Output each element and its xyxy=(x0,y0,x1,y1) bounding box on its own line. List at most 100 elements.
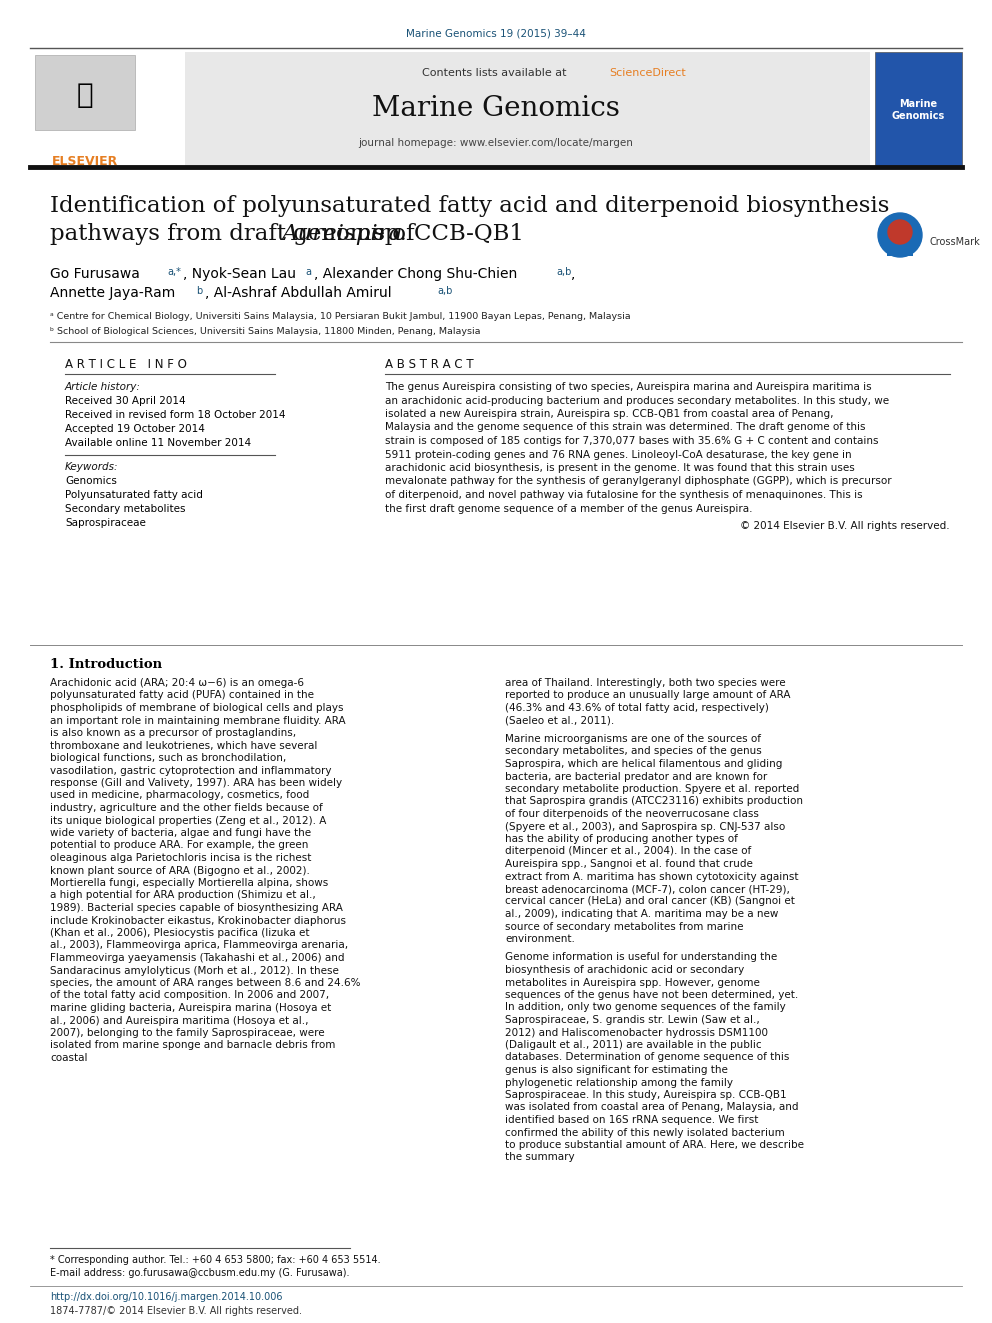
Bar xyxy=(887,247,913,255)
Text: Contents lists available at: Contents lists available at xyxy=(422,67,570,78)
Text: known plant source of ARA (Bigogno et al., 2002).: known plant source of ARA (Bigogno et al… xyxy=(50,865,310,876)
Text: Marine microorganisms are one of the sources of: Marine microorganisms are one of the sou… xyxy=(505,734,761,744)
Bar xyxy=(35,56,135,130)
Text: vasodilation, gastric cytoprotection and inflammatory: vasodilation, gastric cytoprotection and… xyxy=(50,766,331,775)
Circle shape xyxy=(888,220,912,243)
Text: a,*: a,* xyxy=(167,267,181,277)
Text: an arachidonic acid-producing bacterium and produces secondary metabolites. In t: an arachidonic acid-producing bacterium … xyxy=(385,396,889,406)
Text: area of Thailand. Interestingly, both two species were: area of Thailand. Interestingly, both tw… xyxy=(505,677,786,688)
Text: marine gliding bacteria, Aureispira marina (Hosoya et: marine gliding bacteria, Aureispira mari… xyxy=(50,1003,331,1013)
Text: cervical cancer (HeLa) and oral cancer (KB) (Sangnoi et: cervical cancer (HeLa) and oral cancer (… xyxy=(505,897,795,906)
Text: potential to produce ARA. For example, the green: potential to produce ARA. For example, t… xyxy=(50,840,309,851)
Text: coastal: coastal xyxy=(50,1053,87,1062)
Text: the first draft genome sequence of a member of the genus Aureispira.: the first draft genome sequence of a mem… xyxy=(385,504,753,513)
Text: phospholipids of membrane of biological cells and plays: phospholipids of membrane of biological … xyxy=(50,703,343,713)
Text: A R T I C L E   I N F O: A R T I C L E I N F O xyxy=(65,359,186,370)
Text: polyunsaturated fatty acid (PUFA) contained in the: polyunsaturated fatty acid (PUFA) contai… xyxy=(50,691,314,700)
Text: A B S T R A C T: A B S T R A C T xyxy=(385,359,473,370)
Text: Arachidonic acid (ARA; 20:4 ω−6) is an omega-6: Arachidonic acid (ARA; 20:4 ω−6) is an o… xyxy=(50,677,304,688)
Text: Aureispira spp., Sangnoi et al. found that crude: Aureispira spp., Sangnoi et al. found th… xyxy=(505,859,753,869)
Text: (Khan et al., 2006), Plesiocystis pacifica (Iizuka et: (Khan et al., 2006), Plesiocystis pacifi… xyxy=(50,927,310,938)
Text: Article history:: Article history: xyxy=(65,382,141,392)
Text: Marine
Genomics: Marine Genomics xyxy=(892,99,944,120)
Text: Marine Genomics: Marine Genomics xyxy=(372,95,620,122)
Text: is also known as a precursor of prostaglandins,: is also known as a precursor of prostagl… xyxy=(50,728,297,738)
Text: isolated from marine sponge and barnacle debris from: isolated from marine sponge and barnacle… xyxy=(50,1040,335,1050)
Text: CrossMark: CrossMark xyxy=(930,237,981,247)
Text: ELSEVIER: ELSEVIER xyxy=(52,155,118,168)
Text: Polyunsaturated fatty acid: Polyunsaturated fatty acid xyxy=(65,490,203,500)
Text: oleaginous alga Parietochloris incisa is the richest: oleaginous alga Parietochloris incisa is… xyxy=(50,853,311,863)
Text: In addition, only two genome sequences of the family: In addition, only two genome sequences o… xyxy=(505,1003,786,1012)
Text: wide variety of bacteria, algae and fungi have the: wide variety of bacteria, algae and fung… xyxy=(50,828,311,837)
Text: isolated a new Aureispira strain, Aureispira sp. CCB-QB1 from coastal area of Pe: isolated a new Aureispira strain, Aureis… xyxy=(385,409,833,419)
Text: al., 2006) and Aureispira maritima (Hosoya et al.,: al., 2006) and Aureispira maritima (Hoso… xyxy=(50,1016,309,1025)
Text: Sandaracinus amylolyticus (Morh et al., 2012). In these: Sandaracinus amylolyticus (Morh et al., … xyxy=(50,966,339,975)
Text: 🌳: 🌳 xyxy=(76,81,93,108)
Text: , Alexander Chong Shu-Chien: , Alexander Chong Shu-Chien xyxy=(314,267,517,280)
Text: secondary metabolites, and species of the genus: secondary metabolites, and species of th… xyxy=(505,746,762,757)
Text: an important role in maintaining membrane fluidity. ARA: an important role in maintaining membran… xyxy=(50,716,345,725)
Bar xyxy=(30,52,185,167)
Text: Saprospiraceae. In this study, Aureispira sp. CCB-QB1: Saprospiraceae. In this study, Aureispir… xyxy=(505,1090,787,1099)
Text: industry, agriculture and the other fields because of: industry, agriculture and the other fiel… xyxy=(50,803,322,814)
Text: (46.3% and 43.6% of total fatty acid, respectively): (46.3% and 43.6% of total fatty acid, re… xyxy=(505,703,769,713)
Text: http://dx.doi.org/10.1016/j.margen.2014.10.006: http://dx.doi.org/10.1016/j.margen.2014.… xyxy=(50,1293,283,1302)
Text: Received 30 April 2014: Received 30 April 2014 xyxy=(65,396,186,406)
Text: , Nyok-Sean Lau: , Nyok-Sean Lau xyxy=(183,267,296,280)
Text: metabolites in Aureispira spp. However, genome: metabolites in Aureispira spp. However, … xyxy=(505,978,760,987)
Text: used in medicine, pharmacology, cosmetics, food: used in medicine, pharmacology, cosmetic… xyxy=(50,791,310,800)
Text: of the total fatty acid composition. In 2006 and 2007,: of the total fatty acid composition. In … xyxy=(50,991,329,1000)
Text: 2007), belonging to the family Saprospiraceae, were: 2007), belonging to the family Saprospir… xyxy=(50,1028,324,1039)
Text: strain is composed of 185 contigs for 7,370,077 bases with 35.6% G + C content a: strain is composed of 185 contigs for 7,… xyxy=(385,437,879,446)
Text: genus is also significant for estimating the: genus is also significant for estimating… xyxy=(505,1065,728,1076)
Bar xyxy=(30,52,870,167)
Bar xyxy=(875,52,962,167)
Text: response (Gill and Valivety, 1997). ARA has been widely: response (Gill and Valivety, 1997). ARA … xyxy=(50,778,342,789)
Text: diterpenoid (Mincer et al., 2004). In the case of: diterpenoid (Mincer et al., 2004). In th… xyxy=(505,847,751,856)
Text: Malaysia and the genome sequence of this strain was determined. The draft genome: Malaysia and the genome sequence of this… xyxy=(385,422,865,433)
Text: bacteria, are bacterial predator and are known for: bacteria, are bacterial predator and are… xyxy=(505,771,767,782)
Text: of four diterpenoids of the neoverrucosane class: of four diterpenoids of the neoverrucosa… xyxy=(505,808,759,819)
Text: * Corresponding author. Tel.: +60 4 653 5800; fax: +60 4 653 5514.: * Corresponding author. Tel.: +60 4 653 … xyxy=(50,1256,381,1265)
Text: that Saprospira grandis (ATCC23116) exhibits production: that Saprospira grandis (ATCC23116) exhi… xyxy=(505,796,803,807)
Text: ᵃ Centre for Chemical Biology, Universiti Sains Malaysia, 10 Persiaran Bukit Jam: ᵃ Centre for Chemical Biology, Universit… xyxy=(50,312,631,321)
Text: ᵇ School of Biological Sciences, Universiti Sains Malaysia, 11800 Minden, Penang: ᵇ School of Biological Sciences, Univers… xyxy=(50,327,480,336)
Text: sequences of the genus have not been determined, yet.: sequences of the genus have not been det… xyxy=(505,990,799,1000)
Text: Marine Genomics 19 (2015) 39–44: Marine Genomics 19 (2015) 39–44 xyxy=(406,28,586,38)
Text: phylogenetic relationship among the family: phylogenetic relationship among the fami… xyxy=(505,1077,733,1088)
Text: biosynthesis of arachidonic acid or secondary: biosynthesis of arachidonic acid or seco… xyxy=(505,964,744,975)
Text: include Krokinobacter eikastus, Krokinobacter diaphorus: include Krokinobacter eikastus, Krokinob… xyxy=(50,916,346,926)
Text: , Al-Ashraf Abdullah Amirul: , Al-Ashraf Abdullah Amirul xyxy=(205,286,392,300)
Text: databases. Determination of genome sequence of this: databases. Determination of genome seque… xyxy=(505,1053,790,1062)
Text: Keywords:: Keywords: xyxy=(65,462,118,472)
Text: was isolated from coastal area of Penang, Malaysia, and: was isolated from coastal area of Penang… xyxy=(505,1102,799,1113)
Text: a,b: a,b xyxy=(556,267,571,277)
Text: 2012) and Haliscomenobacter hydrossis DSM1100: 2012) and Haliscomenobacter hydrossis DS… xyxy=(505,1028,768,1037)
Text: Saprospiraceae: Saprospiraceae xyxy=(65,519,146,528)
Text: 1. Introduction: 1. Introduction xyxy=(50,658,162,671)
Text: extract from A. maritima has shown cytotoxicity against: extract from A. maritima has shown cytot… xyxy=(505,872,799,881)
Text: (Saeleo et al., 2011).: (Saeleo et al., 2011). xyxy=(505,716,614,725)
Text: al., 2009), indicating that A. maritima may be a new: al., 2009), indicating that A. maritima … xyxy=(505,909,779,919)
Text: mevalonate pathway for the synthesis of geranylgeranyl diphosphate (GGPP), which: mevalonate pathway for the synthesis of … xyxy=(385,476,892,487)
Text: confirmed the ability of this newly isolated bacterium: confirmed the ability of this newly isol… xyxy=(505,1127,785,1138)
Text: secondary metabolite production. Spyere et al. reported: secondary metabolite production. Spyere … xyxy=(505,785,800,794)
Text: The genus Aureispira consisting of two species, Aureispira marina and Aureispira: The genus Aureispira consisting of two s… xyxy=(385,382,872,392)
Text: Available online 11 November 2014: Available online 11 November 2014 xyxy=(65,438,251,448)
Text: a,b: a,b xyxy=(437,286,452,296)
Text: Flammeovirga yaeyamensis (Takahashi et al., 2006) and: Flammeovirga yaeyamensis (Takahashi et a… xyxy=(50,953,344,963)
Text: Go Furusawa: Go Furusawa xyxy=(50,267,140,280)
Text: Aureispira: Aureispira xyxy=(282,224,404,245)
Text: Received in revised form 18 October 2014: Received in revised form 18 October 2014 xyxy=(65,410,286,419)
Text: Accepted 19 October 2014: Accepted 19 October 2014 xyxy=(65,423,205,434)
Text: Genomics: Genomics xyxy=(65,476,117,486)
Text: (Spyere et al., 2003), and Saprospira sp. CNJ-537 also: (Spyere et al., 2003), and Saprospira sp… xyxy=(505,822,786,831)
Text: sp. CCB-QB1: sp. CCB-QB1 xyxy=(366,224,524,245)
Text: to produce substantial amount of ARA. Here, we describe: to produce substantial amount of ARA. He… xyxy=(505,1140,804,1150)
Text: the summary: the summary xyxy=(505,1152,574,1163)
Text: E-mail address: go.furusawa@ccbusm.edu.my (G. Furusawa).: E-mail address: go.furusawa@ccbusm.edu.m… xyxy=(50,1267,349,1278)
Text: environment.: environment. xyxy=(505,934,575,945)
Text: arachidonic acid biosynthesis, is present in the genome. It was found that this : arachidonic acid biosynthesis, is presen… xyxy=(385,463,855,474)
Text: has the ability of producing another types of: has the ability of producing another typ… xyxy=(505,833,738,844)
